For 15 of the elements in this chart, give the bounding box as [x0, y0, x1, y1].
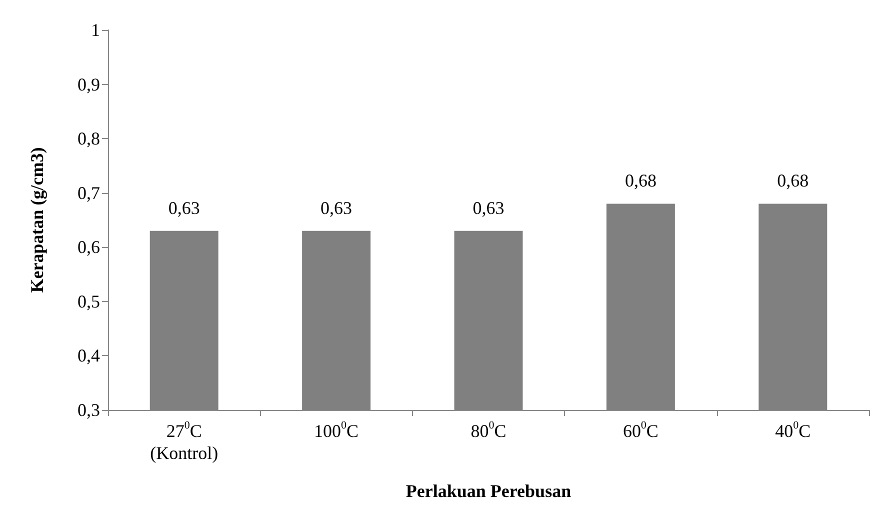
- x-axis-title: Perlakuan Perebusan: [406, 481, 572, 501]
- y-tick-label: 0,7: [78, 182, 100, 203]
- data-label: 0,63: [168, 198, 200, 218]
- y-tick-label: 0,9: [78, 74, 100, 94]
- y-tick-label: 0,6: [78, 237, 100, 258]
- y-tick-label: 0,4: [78, 346, 100, 366]
- data-label: 0,63: [472, 198, 504, 218]
- data-label: 0,68: [777, 170, 809, 191]
- data-label: 0,63: [320, 198, 352, 218]
- y-tick-label: 0,5: [78, 291, 100, 312]
- y-tick-label: 0,3: [78, 400, 100, 420]
- y-axis-title: Kerapatan (g/cm3): [27, 147, 47, 293]
- y-tick-label: 0,8: [78, 128, 100, 149]
- y-tick-label: 1: [91, 20, 100, 40]
- data-label: 0,68: [624, 170, 656, 191]
